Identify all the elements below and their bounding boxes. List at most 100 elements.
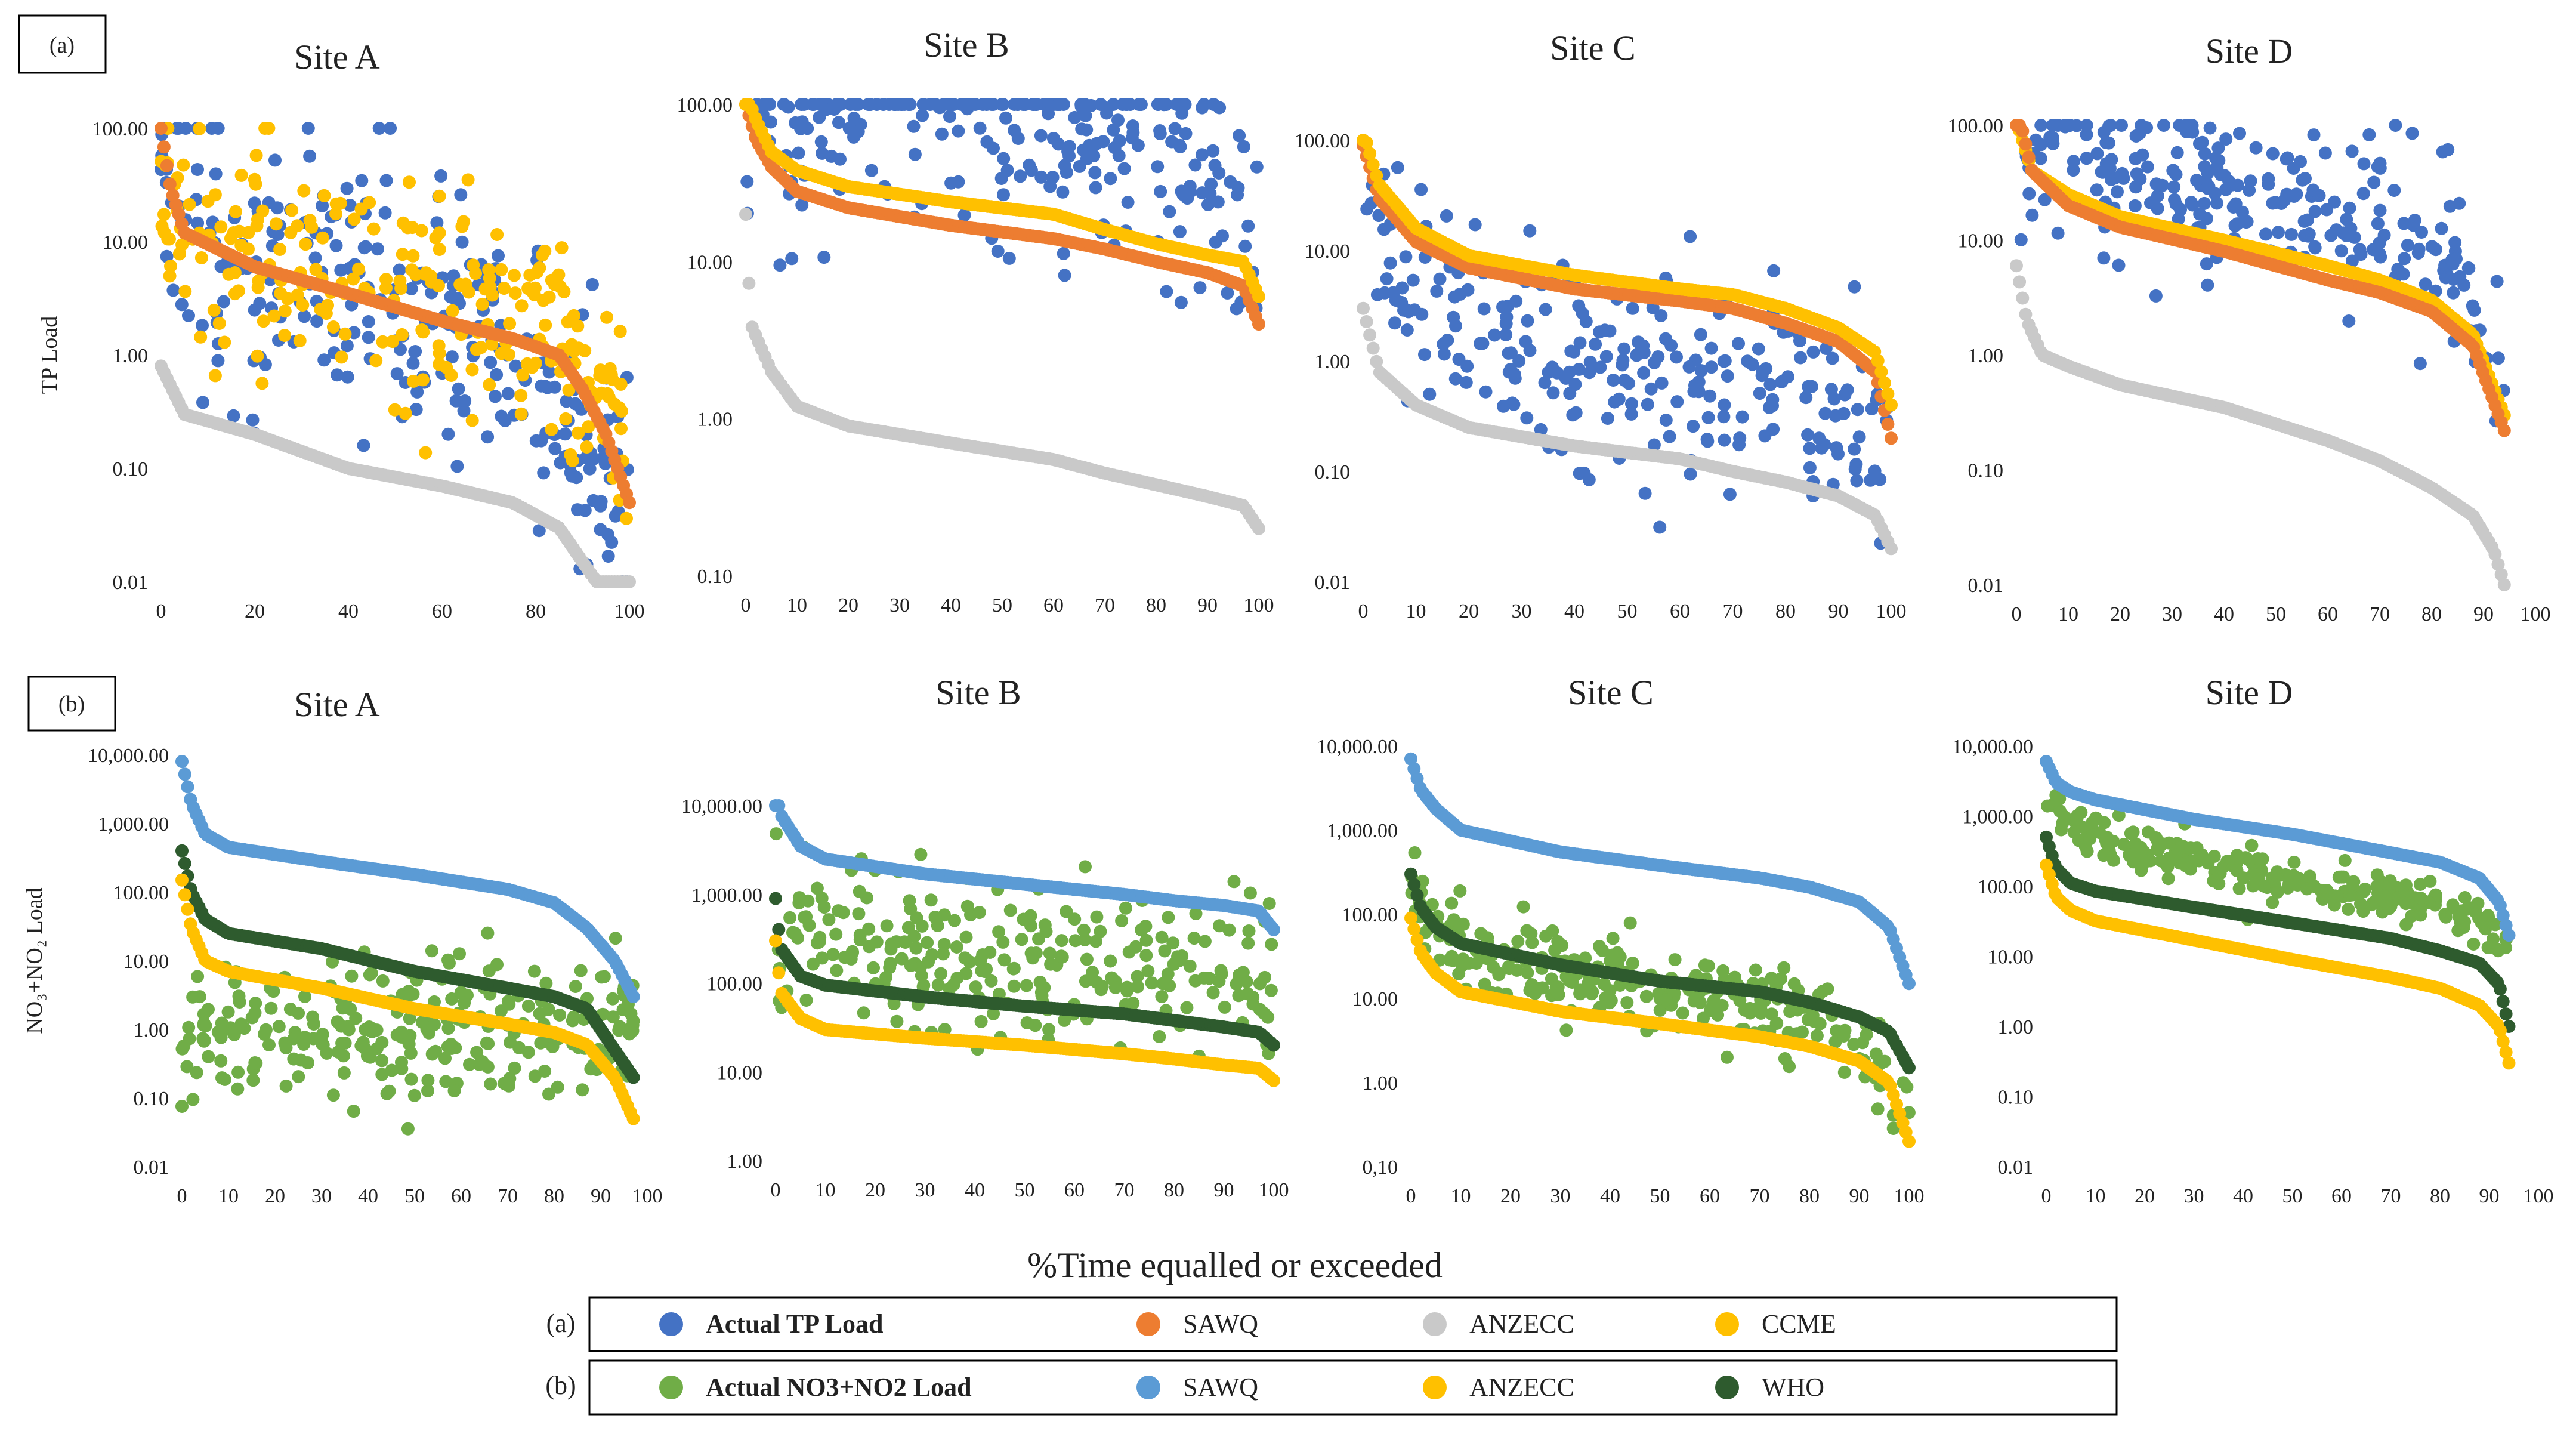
y-tick-label: 1.00 (1363, 1072, 1398, 1094)
data-point (1090, 910, 1104, 924)
data-point (2373, 247, 2386, 261)
data-point (1573, 987, 1587, 1000)
data-point (976, 948, 990, 961)
data-point (1810, 1029, 1824, 1043)
data-point (2157, 119, 2170, 132)
data-point (388, 403, 401, 417)
data-point (296, 298, 310, 312)
x-tick-label: 90 (591, 1185, 611, 1207)
data-point (1653, 520, 1667, 534)
data-point (1058, 269, 1071, 282)
data-point (329, 239, 343, 252)
y-tick-label: 100.00 (113, 882, 169, 904)
x-tick-label: 100 (632, 1185, 663, 1207)
data-point (578, 344, 592, 357)
data-point (2226, 201, 2240, 214)
data-point (1034, 170, 1048, 184)
data-point (545, 423, 558, 436)
y-tick-label: 100.00 (677, 94, 733, 116)
x-tick-label: 50 (992, 594, 1012, 616)
data-point (401, 221, 415, 235)
data-point (1366, 341, 1380, 355)
data-point (2389, 119, 2402, 132)
data-point (186, 1093, 200, 1106)
data-point (1752, 342, 1765, 356)
data-point (489, 390, 502, 403)
data-point (1397, 303, 1410, 317)
data-point (1080, 123, 1094, 137)
data-point (1459, 375, 1473, 389)
data-point (1700, 433, 1714, 446)
data-point (367, 222, 381, 236)
series-anzecc (155, 359, 636, 588)
chart-title: Site A (294, 38, 380, 76)
data-point (1116, 98, 1129, 111)
data-point (864, 164, 878, 177)
data-point (375, 1068, 389, 1081)
data-point (1512, 354, 1526, 368)
data-point (1252, 289, 1265, 303)
data-point (580, 440, 594, 454)
data-point (2413, 357, 2427, 371)
data-point (458, 394, 472, 408)
data-point (1511, 935, 1525, 948)
data-point (847, 112, 861, 125)
data-point (1154, 184, 1167, 198)
data-point (2169, 198, 2183, 211)
data-point (2222, 174, 2236, 188)
data-point (852, 907, 866, 921)
data-point (2105, 153, 2118, 166)
data-point (452, 382, 465, 396)
data-point (1641, 397, 1654, 411)
x-tick-label: 40 (1564, 600, 1584, 622)
data-point (269, 217, 283, 231)
data-point (1162, 911, 1175, 924)
data-point (1474, 927, 1488, 940)
data-point (1068, 934, 1082, 948)
data-point (378, 206, 392, 220)
data-point (846, 946, 859, 960)
data-point (508, 269, 521, 282)
data-point (1878, 1054, 1892, 1068)
data-point (490, 228, 504, 241)
data-point (163, 232, 176, 246)
data-point (2034, 152, 2047, 165)
data-point (347, 1105, 360, 1118)
data-point (214, 1054, 228, 1068)
data-point (888, 98, 901, 111)
data-point (1206, 986, 1220, 1000)
y-tick-label: 1.00 (1968, 345, 2004, 367)
y-tick-label: 0.10 (1968, 460, 2004, 482)
data-point (539, 318, 552, 332)
data-point (792, 891, 806, 905)
data-point (537, 466, 551, 480)
data-point (1055, 950, 1069, 964)
data-point (1648, 356, 1661, 369)
x-tick-label: 80 (1799, 1185, 1820, 1207)
data-point (372, 122, 386, 135)
data-point (1502, 962, 1516, 976)
data-point (924, 893, 938, 907)
data-point (1115, 914, 1129, 927)
data-point (1211, 195, 1225, 209)
data-point (1406, 273, 1420, 287)
series-sawq (739, 98, 1265, 331)
data-point (904, 959, 918, 972)
data-point (952, 124, 965, 138)
data-point (1637, 366, 1651, 380)
data-point (2262, 172, 2275, 186)
data-point (1521, 966, 1534, 980)
data-point (1213, 101, 1227, 115)
data-point (1474, 337, 1487, 350)
data-point (258, 122, 272, 135)
data-point (2140, 121, 2154, 134)
data-point (1589, 337, 1602, 351)
data-point (1626, 301, 1639, 315)
data-point (958, 951, 972, 965)
data-point (606, 992, 620, 1006)
x-tick-label: 10 (816, 1179, 836, 1201)
x-tick-label: 80 (1164, 1179, 1184, 1201)
data-point (409, 403, 423, 417)
data-point (357, 241, 371, 255)
